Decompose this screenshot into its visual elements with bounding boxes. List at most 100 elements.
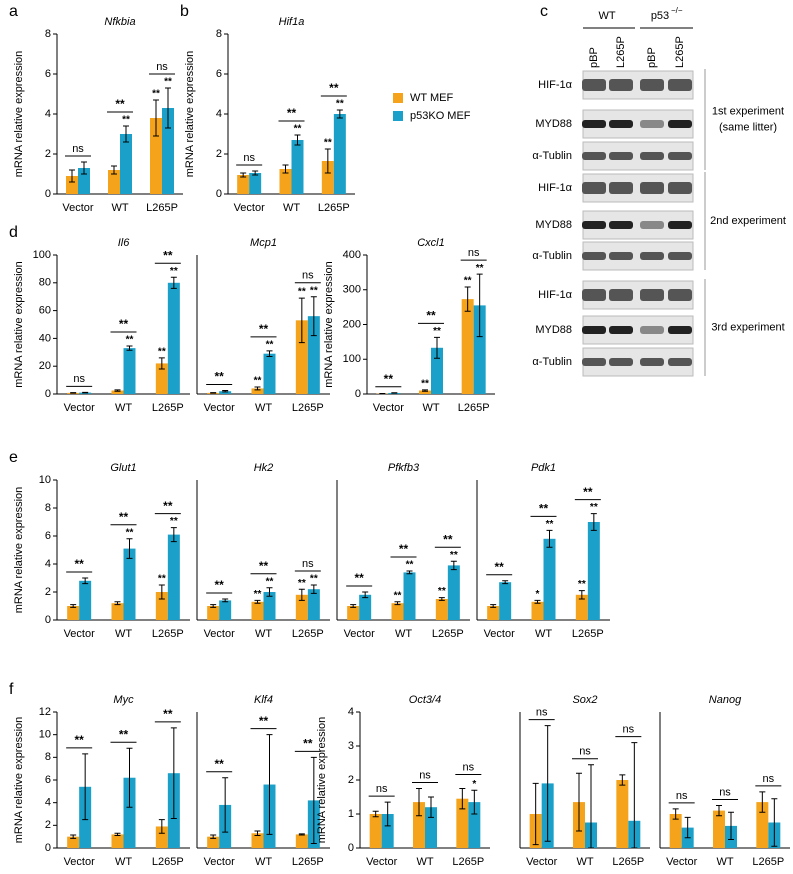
significance-star: ** bbox=[158, 347, 166, 358]
y-tick-label: 8 bbox=[45, 751, 51, 763]
bar bbox=[251, 833, 264, 848]
significance-label: ** bbox=[74, 733, 84, 747]
y-tick-label: 40 bbox=[39, 332, 51, 344]
error-bar bbox=[298, 833, 305, 836]
x-tick-label: Vector bbox=[666, 856, 698, 868]
significance-label: ** bbox=[214, 757, 224, 771]
error-bar bbox=[170, 276, 177, 289]
y-tick-label: 4 bbox=[45, 108, 51, 120]
bar bbox=[111, 603, 124, 620]
significance-label: ** bbox=[539, 502, 549, 516]
blot-band bbox=[609, 289, 633, 301]
bar bbox=[321, 161, 334, 194]
significance-label: ns bbox=[73, 373, 85, 385]
x-tick-label: Vector bbox=[526, 856, 558, 868]
blot-band bbox=[640, 120, 664, 128]
blot-band bbox=[609, 79, 633, 91]
chart-title: Sox2 bbox=[572, 694, 597, 706]
x-tick-label: Vector bbox=[64, 856, 96, 868]
error-bar bbox=[70, 392, 77, 394]
x-tick-label: WT bbox=[416, 856, 433, 868]
bar bbox=[123, 777, 136, 848]
bar bbox=[251, 601, 264, 620]
error-bar bbox=[464, 286, 471, 312]
error-bar bbox=[266, 734, 273, 835]
chart-title: Hk2 bbox=[254, 462, 274, 474]
legend-swatch bbox=[393, 93, 403, 103]
y-tick-label: 8 bbox=[216, 28, 222, 40]
chart-title: Nfkbia bbox=[104, 16, 135, 28]
significance-label: ** bbox=[287, 106, 297, 120]
blot-band bbox=[582, 182, 606, 194]
significance-star: ** bbox=[152, 89, 160, 100]
y-tick-label: 300 bbox=[343, 284, 361, 296]
error-bar bbox=[252, 170, 259, 176]
bar bbox=[219, 391, 232, 394]
x-tick-label: WT bbox=[111, 202, 128, 214]
blot-band bbox=[582, 252, 606, 260]
x-tick-label: L265P bbox=[292, 402, 324, 414]
bar bbox=[295, 594, 308, 620]
x-tick-label: Vector bbox=[204, 402, 236, 414]
significance-star: ** bbox=[266, 576, 274, 587]
blot-band bbox=[582, 152, 606, 160]
x-tick-label: L265P bbox=[572, 628, 604, 640]
bar bbox=[291, 140, 304, 194]
bar bbox=[307, 589, 320, 620]
y-tick-label: 6 bbox=[45, 774, 51, 786]
error-bar bbox=[619, 774, 626, 786]
lane-label: pBP bbox=[646, 47, 658, 68]
significance-star: ** bbox=[266, 340, 274, 351]
error-bar bbox=[158, 357, 165, 370]
y-axis-label: mRNA relative expression bbox=[13, 51, 25, 178]
x-tick-label: L265P bbox=[152, 402, 184, 414]
blot-band bbox=[668, 358, 692, 366]
error-bar bbox=[394, 601, 401, 606]
x-tick-label: WT bbox=[283, 202, 300, 214]
error-bar bbox=[165, 87, 171, 129]
significance-star: ** bbox=[336, 99, 344, 110]
bar bbox=[543, 538, 556, 620]
significance-label: ns bbox=[719, 786, 731, 798]
error-bar bbox=[422, 389, 428, 392]
significance-star: ** bbox=[324, 138, 332, 149]
error-bar bbox=[82, 391, 89, 394]
blot-row-label: α-Tublin bbox=[532, 150, 572, 162]
blot-band bbox=[640, 289, 664, 301]
significance-star: ** bbox=[170, 516, 178, 527]
bar bbox=[295, 320, 308, 394]
bar bbox=[669, 814, 682, 848]
bar bbox=[616, 780, 629, 848]
y-tick-label: 2 bbox=[45, 586, 51, 598]
error-bar bbox=[210, 834, 217, 839]
bar bbox=[111, 390, 124, 394]
error-bar bbox=[126, 345, 133, 351]
error-bar bbox=[126, 747, 133, 808]
x-tick-label: Vector bbox=[62, 202, 94, 214]
group-superscript: −/− bbox=[671, 6, 683, 15]
error-bar bbox=[416, 788, 422, 817]
bar bbox=[391, 603, 404, 620]
bar bbox=[155, 363, 168, 394]
bar bbox=[251, 388, 264, 394]
error-bar bbox=[266, 587, 273, 597]
experiment-note: (same litter) bbox=[719, 121, 777, 133]
error-bar bbox=[384, 801, 391, 827]
blot-row-label: HIF-1α bbox=[538, 79, 573, 91]
error-bar bbox=[254, 386, 261, 391]
error-bar bbox=[578, 590, 585, 600]
significance-star: ** bbox=[433, 326, 441, 337]
blot-band bbox=[640, 326, 664, 334]
error-bar bbox=[254, 830, 261, 837]
x-tick-label: WT bbox=[422, 402, 439, 414]
significance-label: ns bbox=[376, 783, 388, 795]
bar bbox=[575, 594, 588, 620]
y-tick-label: 0 bbox=[45, 388, 51, 400]
significance-star: ** bbox=[476, 263, 484, 274]
x-tick-label: Vector bbox=[64, 628, 96, 640]
bar bbox=[263, 353, 276, 394]
significance-star: * bbox=[536, 589, 540, 600]
error-bar bbox=[576, 772, 582, 832]
y-tick-label: 2 bbox=[348, 774, 354, 786]
blot-band bbox=[640, 152, 664, 160]
